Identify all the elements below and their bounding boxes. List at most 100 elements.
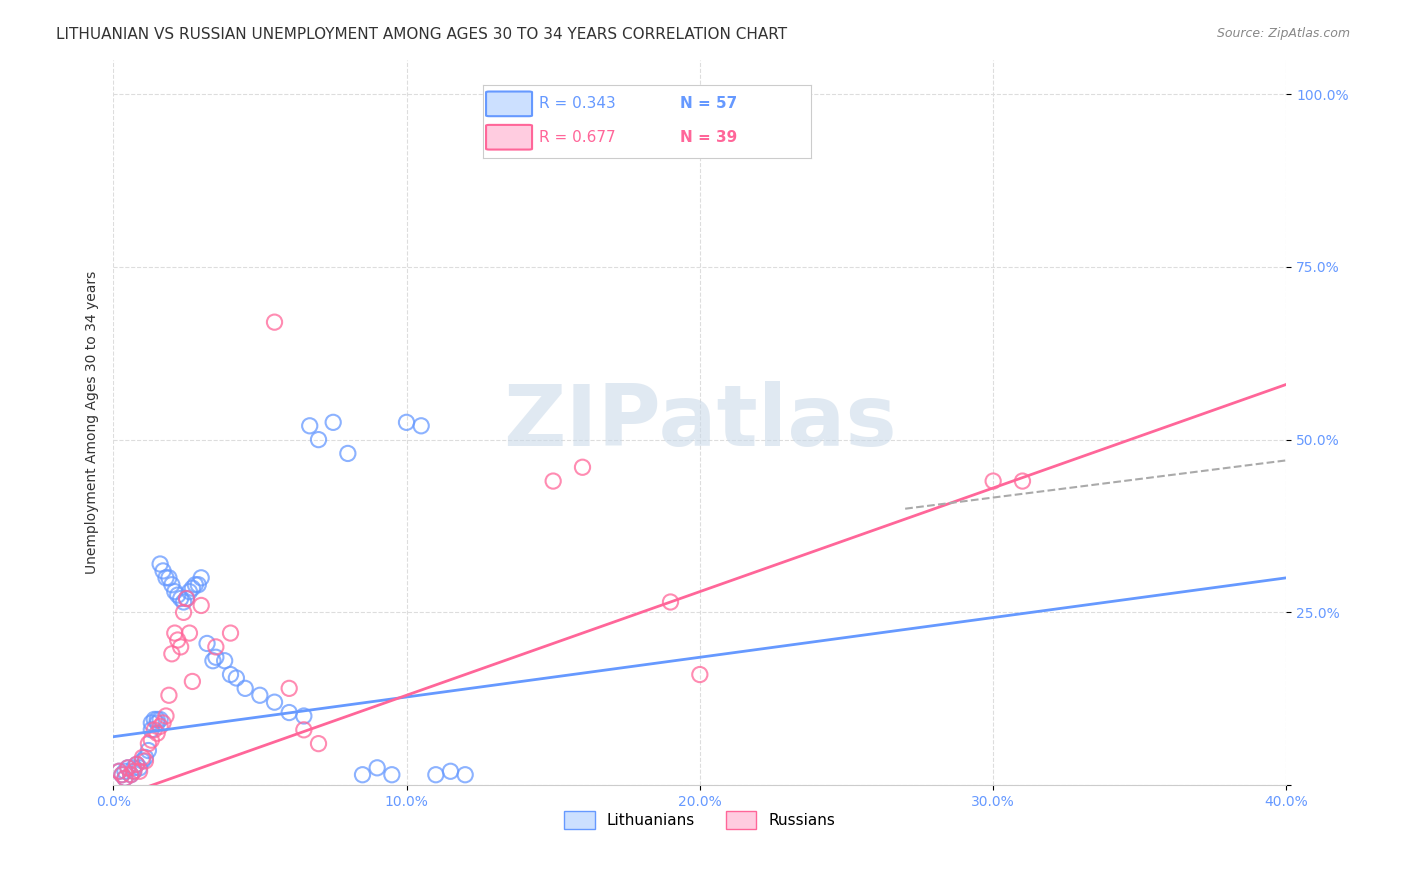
Point xyxy=(131,750,153,764)
Point xyxy=(173,595,195,609)
Point xyxy=(114,771,136,785)
Point xyxy=(149,719,172,733)
Point xyxy=(141,733,163,747)
Point xyxy=(395,415,418,429)
Point xyxy=(219,667,242,681)
Point xyxy=(322,415,344,429)
Point xyxy=(454,768,477,782)
Point xyxy=(439,764,461,779)
Point xyxy=(981,474,1004,488)
Point xyxy=(190,599,212,613)
Point xyxy=(169,640,191,654)
Point xyxy=(233,681,256,696)
Point xyxy=(157,571,180,585)
Point xyxy=(411,418,433,433)
Point xyxy=(179,626,201,640)
Point xyxy=(128,761,150,775)
Point xyxy=(201,654,224,668)
Text: LITHUANIAN VS RUSSIAN UNEMPLOYMENT AMONG AGES 30 TO 34 YEARS CORRELATION CHART: LITHUANIAN VS RUSSIAN UNEMPLOYMENT AMONG… xyxy=(56,27,787,42)
Point xyxy=(166,632,188,647)
Point xyxy=(155,709,177,723)
Point xyxy=(659,595,682,609)
Point xyxy=(195,636,218,650)
Text: Source: ZipAtlas.com: Source: ZipAtlas.com xyxy=(1216,27,1350,40)
Point xyxy=(146,726,169,740)
Point xyxy=(111,768,134,782)
Point xyxy=(263,315,285,329)
Point xyxy=(149,713,172,727)
Point xyxy=(292,723,315,737)
Legend: Lithuanians, Russians: Lithuanians, Russians xyxy=(558,805,842,836)
Point xyxy=(108,764,131,779)
Point xyxy=(152,564,174,578)
Point xyxy=(190,571,212,585)
Point xyxy=(117,761,139,775)
Point xyxy=(138,737,160,751)
Point xyxy=(225,671,247,685)
Point xyxy=(111,768,134,782)
Point xyxy=(205,640,228,654)
Point xyxy=(134,750,156,764)
Point xyxy=(298,418,321,433)
Point xyxy=(131,754,153,768)
Point xyxy=(114,764,136,779)
Point xyxy=(425,768,447,782)
Point xyxy=(689,667,711,681)
Point xyxy=(141,715,163,730)
Point xyxy=(146,715,169,730)
Point xyxy=(134,754,156,768)
Point xyxy=(143,723,166,737)
Point xyxy=(108,764,131,779)
Point xyxy=(120,768,142,782)
Point xyxy=(541,474,564,488)
Point xyxy=(571,460,593,475)
Point xyxy=(122,761,145,775)
Point xyxy=(176,591,198,606)
Point xyxy=(163,584,186,599)
Point xyxy=(336,446,359,460)
Y-axis label: Unemployment Among Ages 30 to 34 years: Unemployment Among Ages 30 to 34 years xyxy=(86,270,100,574)
Point xyxy=(141,723,163,737)
Point xyxy=(352,768,374,782)
Point xyxy=(169,591,191,606)
Point xyxy=(166,588,188,602)
Point xyxy=(249,688,271,702)
Point xyxy=(122,764,145,779)
Point xyxy=(143,713,166,727)
Point xyxy=(205,650,228,665)
Point xyxy=(1011,474,1033,488)
Point xyxy=(219,626,242,640)
Point xyxy=(160,647,183,661)
Point xyxy=(214,654,236,668)
Point xyxy=(184,578,207,592)
Point xyxy=(120,768,142,782)
Point xyxy=(179,584,201,599)
Point xyxy=(122,764,145,779)
Point xyxy=(146,713,169,727)
Point xyxy=(308,433,330,447)
Point xyxy=(263,695,285,709)
Point xyxy=(138,743,160,757)
Point xyxy=(181,674,204,689)
Text: ZIPatlas: ZIPatlas xyxy=(503,381,897,464)
Point xyxy=(128,764,150,779)
Point xyxy=(381,768,404,782)
Point xyxy=(163,626,186,640)
Point xyxy=(366,761,388,775)
Point xyxy=(152,715,174,730)
Point xyxy=(157,688,180,702)
Point xyxy=(125,757,148,772)
Point xyxy=(278,681,301,696)
Point xyxy=(173,605,195,619)
Point xyxy=(181,581,204,595)
Point xyxy=(160,578,183,592)
Point xyxy=(114,771,136,785)
Point xyxy=(117,761,139,775)
Point xyxy=(278,706,301,720)
Point xyxy=(176,591,198,606)
Point xyxy=(292,709,315,723)
Point xyxy=(125,757,148,772)
Point xyxy=(308,737,330,751)
Point xyxy=(187,578,209,592)
Point xyxy=(155,571,177,585)
